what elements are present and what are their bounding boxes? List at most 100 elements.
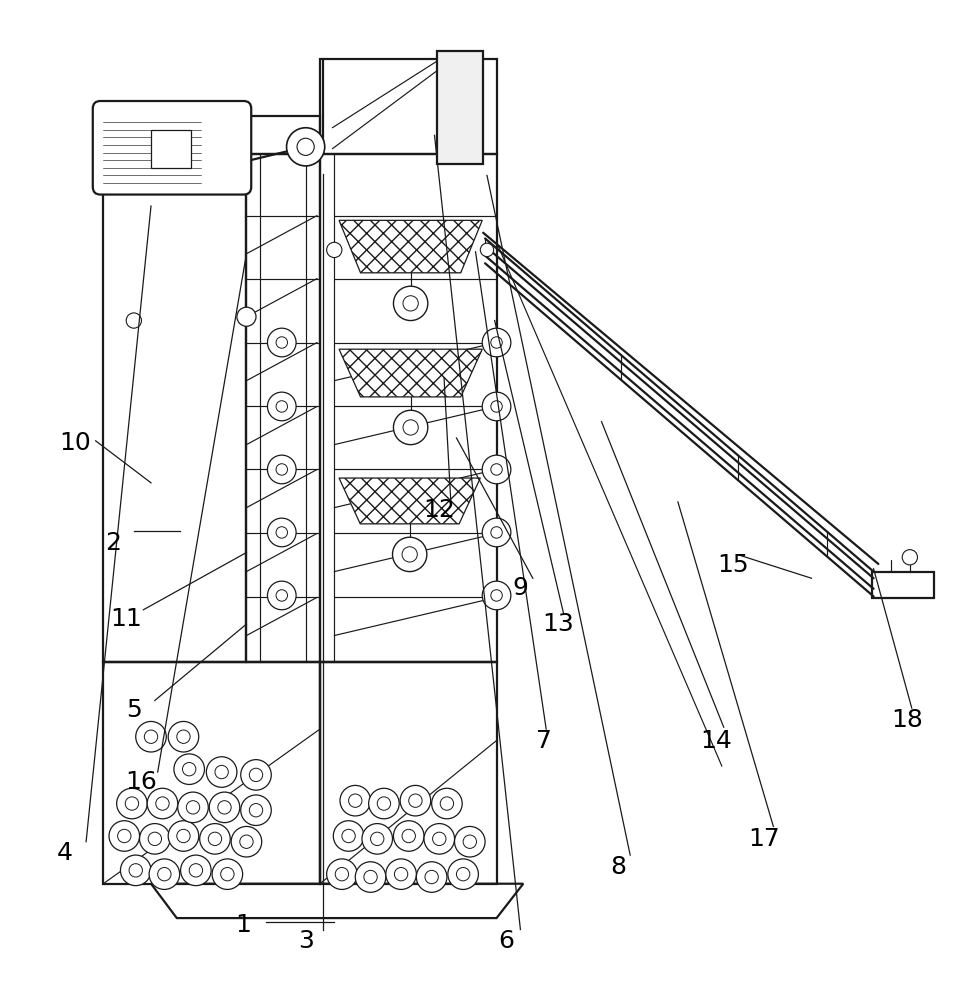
Bar <box>319 59 497 154</box>
Circle shape <box>241 795 272 825</box>
Circle shape <box>121 855 151 886</box>
Circle shape <box>464 835 476 848</box>
Text: 5: 5 <box>126 698 141 722</box>
Text: 13: 13 <box>543 612 575 636</box>
Bar <box>103 154 246 662</box>
Text: 11: 11 <box>110 607 142 631</box>
Text: 7: 7 <box>537 729 552 753</box>
Circle shape <box>424 824 455 854</box>
Circle shape <box>902 550 918 565</box>
Circle shape <box>409 794 422 807</box>
Circle shape <box>326 242 342 258</box>
Circle shape <box>491 464 503 475</box>
Text: 14: 14 <box>700 729 732 753</box>
Text: 17: 17 <box>748 827 779 851</box>
Circle shape <box>402 829 415 843</box>
Circle shape <box>169 821 199 851</box>
Circle shape <box>139 824 170 854</box>
Circle shape <box>393 821 424 851</box>
Bar <box>872 572 934 598</box>
Circle shape <box>482 518 510 547</box>
Circle shape <box>386 859 416 889</box>
Circle shape <box>448 859 478 889</box>
Circle shape <box>491 590 503 601</box>
Bar <box>246 116 319 154</box>
Circle shape <box>148 832 162 846</box>
Circle shape <box>147 788 177 819</box>
Circle shape <box>403 296 418 311</box>
Bar <box>319 662 497 884</box>
Circle shape <box>482 455 510 484</box>
Circle shape <box>149 859 179 889</box>
Circle shape <box>268 518 296 547</box>
Circle shape <box>333 821 364 851</box>
Bar <box>319 154 497 662</box>
Circle shape <box>335 867 349 881</box>
Circle shape <box>174 754 205 784</box>
Circle shape <box>186 801 200 814</box>
Circle shape <box>368 788 399 819</box>
Circle shape <box>377 797 391 810</box>
Circle shape <box>206 757 237 787</box>
Circle shape <box>297 138 315 155</box>
Circle shape <box>241 760 272 790</box>
Circle shape <box>482 328 510 357</box>
Circle shape <box>491 401 503 412</box>
Circle shape <box>117 788 147 819</box>
Circle shape <box>144 730 158 743</box>
Text: 2: 2 <box>105 531 121 555</box>
Circle shape <box>177 792 208 823</box>
Circle shape <box>209 792 240 823</box>
Circle shape <box>342 829 356 843</box>
Circle shape <box>268 392 296 421</box>
Text: 4: 4 <box>57 841 73 865</box>
Text: 6: 6 <box>498 929 514 953</box>
Circle shape <box>276 337 287 348</box>
Circle shape <box>482 581 510 610</box>
Circle shape <box>400 785 431 816</box>
Circle shape <box>109 821 139 851</box>
Circle shape <box>393 537 427 572</box>
Circle shape <box>394 867 408 881</box>
Circle shape <box>169 721 199 752</box>
Circle shape <box>189 864 203 877</box>
Circle shape <box>126 797 138 810</box>
Circle shape <box>276 464 287 475</box>
Circle shape <box>425 870 438 884</box>
Circle shape <box>237 307 256 326</box>
Circle shape <box>215 765 228 779</box>
Circle shape <box>135 721 167 752</box>
Text: 12: 12 <box>424 498 455 522</box>
Text: 16: 16 <box>126 770 158 794</box>
Circle shape <box>364 870 377 884</box>
Circle shape <box>362 824 393 854</box>
Circle shape <box>231 826 262 857</box>
Circle shape <box>200 824 230 854</box>
Circle shape <box>249 804 263 817</box>
Bar <box>151 130 191 168</box>
Text: 15: 15 <box>718 553 749 577</box>
Circle shape <box>129 864 142 877</box>
Text: 3: 3 <box>298 929 314 953</box>
Circle shape <box>370 832 384 846</box>
Circle shape <box>208 832 222 846</box>
Circle shape <box>491 527 503 538</box>
Circle shape <box>212 859 243 889</box>
Text: 9: 9 <box>512 576 528 600</box>
Circle shape <box>221 867 234 881</box>
Text: 8: 8 <box>611 855 626 879</box>
Polygon shape <box>339 220 482 273</box>
Polygon shape <box>339 478 480 524</box>
Circle shape <box>402 547 417 562</box>
Text: 1: 1 <box>236 913 251 937</box>
Text: 18: 18 <box>891 708 923 732</box>
Circle shape <box>218 801 231 814</box>
Circle shape <box>480 243 494 257</box>
Circle shape <box>182 762 196 776</box>
Circle shape <box>393 410 428 445</box>
Text: 10: 10 <box>58 431 91 455</box>
Circle shape <box>276 590 287 601</box>
FancyBboxPatch shape <box>93 101 251 195</box>
Circle shape <box>156 797 169 810</box>
Circle shape <box>177 829 190 843</box>
